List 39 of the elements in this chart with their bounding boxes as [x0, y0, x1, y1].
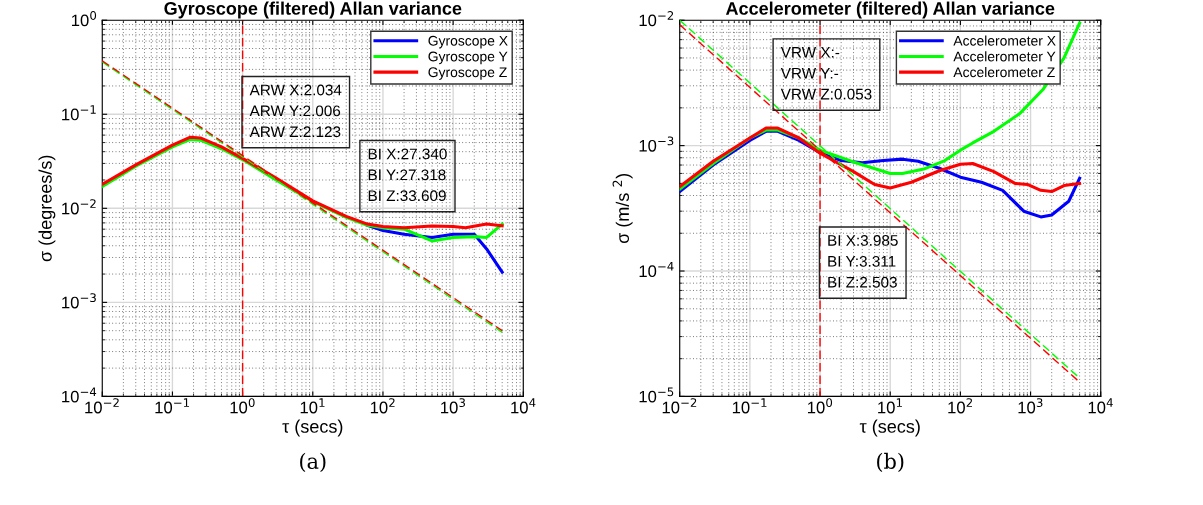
legend-label: Accelerometer Z — [953, 66, 1055, 78]
x-tick-label: 10$^{3}$ — [441, 398, 465, 414]
x-tick-label: 10$^{−2}$ — [662, 398, 697, 414]
legend-label: Accelerometer X — [953, 35, 1056, 46]
x-tick-label: 10$^{−2}$ — [85, 398, 119, 414]
x-tick-label: 10$^{−1}$ — [732, 398, 767, 414]
x-tick-label: 10$^{4}$ — [1088, 398, 1113, 414]
x-tick-label: 10$^{4}$ — [511, 398, 536, 414]
y-tick-label: 10$^{−2}$ — [639, 11, 674, 27]
legend-label: Gyroscope Z — [428, 67, 507, 80]
x-axis-title: τ (secs) — [859, 419, 920, 437]
annotation: BI X:3.985 BI Y:3.311 BI Z:2.503 — [828, 235, 898, 288]
y-axis-title: σ (degrees/s) — [38, 155, 56, 262]
y-tick-label: 10$^{−2}$ — [62, 199, 96, 215]
x-axis-title: τ (secs) — [282, 419, 343, 437]
y-tick-label: 10$^{−1}$ — [62, 105, 96, 121]
x-tick-label: 10$^{0}$ — [807, 398, 833, 414]
y-tick-label: 10$^{−3}$ — [639, 136, 674, 152]
x-tick-label: 10$^{−1}$ — [155, 398, 189, 414]
x-tick-label: 10$^{2}$ — [948, 398, 973, 414]
annotation: VRW X:- VRW Y:- VRW Z:0.053 — [780, 47, 872, 100]
chart-title: Gyroscope (filtered) Allan variance — [164, 1, 462, 19]
annotation: ARW X:2.034 ARW Y:2.006 ARW Z:2.123 — [249, 84, 342, 138]
x-tick-label: 10$^{1}$ — [878, 398, 902, 414]
legend-label: Accelerometer Y — [953, 51, 1056, 62]
x-tick-label: 10$^{1}$ — [300, 398, 325, 414]
y-tick-label: 10$^{−3}$ — [62, 293, 96, 309]
text: (a) — [300, 452, 326, 472]
text: (b) — [877, 452, 904, 472]
y-axis-title: σ (m/s $^{2}$) — [612, 174, 633, 244]
chart-title: Accelerometer (filtered) Allan variance — [725, 1, 1055, 19]
y-tick-label: 10$^{0}$ — [72, 11, 97, 27]
y-tick-label: 10$^{−4}$ — [639, 262, 674, 278]
legend-label: Gyroscope X — [428, 35, 508, 49]
x-tick-label: 10$^{0}$ — [230, 398, 255, 414]
annotation: BI X:27.340 BI Y:27.318 BI Z:33.609 — [368, 148, 447, 202]
x-tick-label: 10$^{2}$ — [370, 398, 395, 414]
legend-label: Gyroscope Y — [428, 51, 508, 65]
x-tick-label: 10$^{3}$ — [1018, 398, 1043, 414]
